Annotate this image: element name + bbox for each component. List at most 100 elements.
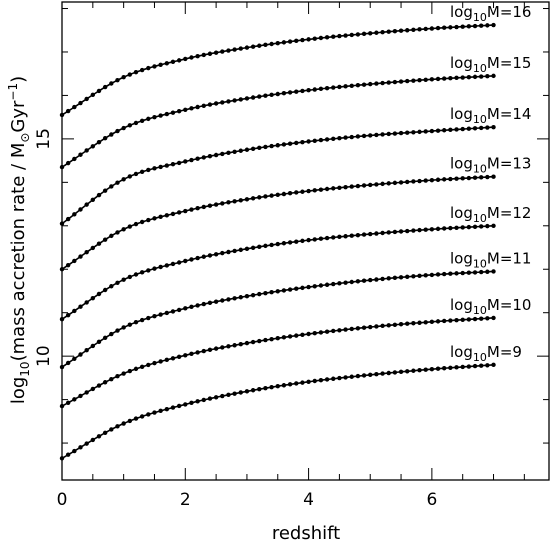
data-point	[294, 381, 299, 386]
data-point	[170, 211, 176, 217]
data-point	[472, 74, 478, 80]
series-label: log10M=10	[450, 296, 531, 317]
data-point	[306, 237, 311, 243]
data-point	[226, 200, 231, 205]
data-point	[102, 335, 108, 341]
data-point	[312, 237, 317, 242]
data-point	[158, 408, 163, 414]
data-point	[158, 62, 163, 67]
data-point	[238, 97, 243, 102]
data-point	[176, 403, 182, 409]
data-point	[226, 249, 231, 255]
data-point	[146, 217, 151, 223]
data-point	[287, 90, 293, 95]
data-point	[269, 290, 274, 295]
data-point	[213, 152, 219, 158]
data-point	[392, 229, 398, 235]
data-point	[275, 383, 280, 389]
data-point	[263, 337, 268, 343]
data-point	[115, 424, 120, 429]
data-point	[195, 156, 200, 161]
data-point	[355, 183, 361, 189]
data-point	[294, 140, 299, 146]
y-axis-title-text: (mass accretion rate / M	[8, 143, 29, 362]
data-point	[263, 144, 268, 150]
data-point	[374, 182, 379, 187]
data-point	[183, 56, 188, 62]
data-point	[133, 366, 139, 372]
data-point	[361, 373, 367, 378]
data-point	[90, 197, 96, 202]
data-point	[189, 55, 194, 60]
data-point	[96, 383, 102, 388]
data-point	[244, 389, 250, 394]
data-point	[386, 323, 391, 328]
data-point	[102, 84, 108, 90]
data-point	[460, 176, 465, 181]
data-point	[133, 416, 139, 421]
data-point	[189, 400, 194, 406]
data-point	[478, 175, 484, 180]
data-point	[435, 319, 441, 324]
data-point	[380, 30, 385, 35]
data-point	[133, 272, 139, 277]
data-point	[213, 101, 219, 106]
data-point	[102, 237, 108, 242]
data-point	[491, 269, 496, 274]
data-point	[429, 77, 435, 82]
data-point	[478, 224, 484, 229]
data-point	[59, 403, 65, 409]
data-point	[244, 293, 250, 299]
data-point	[374, 231, 379, 236]
data-point	[220, 201, 225, 206]
data-point	[331, 235, 336, 240]
data-point	[405, 78, 410, 84]
data-point	[238, 148, 243, 153]
data-point	[170, 59, 176, 65]
data-point	[324, 137, 330, 142]
data-point	[133, 171, 139, 177]
data-point	[226, 99, 231, 104]
data-point	[78, 445, 83, 450]
y-axis-title-unit-sup: −1	[6, 83, 20, 101]
data-point	[96, 88, 102, 94]
data-point	[429, 319, 435, 325]
data-point	[275, 241, 280, 247]
data-point	[368, 231, 373, 237]
data-point	[324, 35, 330, 40]
data-point	[294, 286, 299, 291]
data-point	[318, 137, 324, 143]
data-point	[454, 176, 459, 181]
data-point	[176, 210, 182, 215]
x-tick-label: 6	[426, 490, 437, 510]
series-line	[61, 270, 494, 368]
data-point	[263, 194, 268, 199]
data-point	[478, 316, 484, 321]
data-point	[337, 84, 342, 90]
data-point	[337, 234, 342, 240]
data-point	[250, 44, 256, 49]
data-point	[485, 363, 490, 368]
data-point	[460, 75, 465, 80]
data-point	[139, 169, 145, 175]
data-point	[176, 307, 182, 313]
data-point	[207, 347, 213, 353]
data-point	[78, 100, 83, 106]
data-point	[238, 295, 243, 300]
data-point	[423, 178, 428, 183]
data-point	[207, 396, 213, 401]
data-point	[96, 434, 102, 439]
data-point	[417, 129, 422, 135]
data-point	[90, 437, 96, 443]
data-point	[442, 76, 447, 81]
data-point	[349, 184, 354, 189]
data-point	[201, 155, 206, 160]
data-point	[269, 92, 274, 98]
data-point	[220, 393, 225, 399]
data-point	[213, 252, 219, 257]
series-3	[59, 269, 496, 370]
data-point	[275, 91, 280, 97]
data-point	[294, 239, 299, 244]
data-point	[170, 261, 176, 267]
data-point	[102, 380, 108, 385]
